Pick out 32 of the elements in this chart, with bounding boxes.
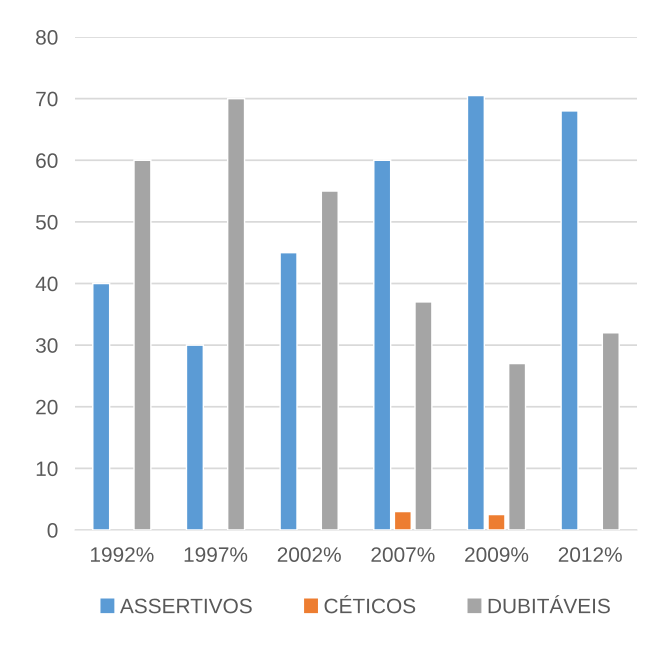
x-tick-label: 1992%: [90, 547, 154, 562]
y-tick-label: 40: [36, 276, 58, 292]
y-tick-label: 60: [36, 153, 58, 168]
bar: [373, 160, 392, 530]
bar: [92, 282, 110, 530]
legend-label: CÉTICOS: [324, 595, 416, 614]
bar: [466, 94, 486, 530]
y-tick-label: 70: [36, 92, 58, 106]
bar: [186, 344, 204, 530]
bar: [602, 332, 620, 530]
y-tick-label: 50: [36, 214, 58, 230]
y-tick-label: 10: [36, 461, 58, 476]
x-tick-label: 2007%: [371, 547, 435, 562]
y-tick-label: 20: [36, 400, 58, 415]
y-tick-label: 80: [36, 30, 58, 45]
bar: [226, 98, 246, 530]
bar: [320, 190, 339, 530]
legend-label: ASSERTIVOS: [120, 598, 252, 614]
legend-label: DUBITÁVEIS: [488, 595, 610, 614]
bar: [279, 252, 298, 530]
bar: [560, 110, 579, 530]
bar: [487, 514, 506, 530]
x-tick-label: 2009%: [465, 547, 528, 562]
bar: [508, 362, 526, 530]
y-tick-label: 30: [36, 338, 58, 353]
x-tick-label: 1997%: [184, 547, 248, 562]
bar: [394, 510, 412, 530]
bar: [133, 160, 152, 530]
y-tick-label: 0: [48, 523, 58, 538]
x-tick-label: 2002%: [278, 547, 341, 562]
x-tick-label: 2012%: [558, 547, 622, 562]
bar: [414, 301, 433, 530]
